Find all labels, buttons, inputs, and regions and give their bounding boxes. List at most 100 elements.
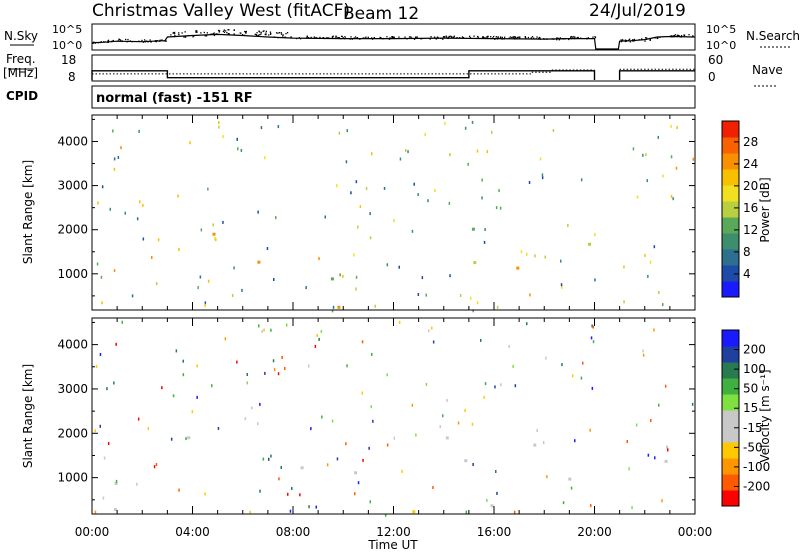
cpid-label: CPID [6,89,38,103]
velocity-cell [115,479,118,483]
nsky-point [187,35,189,37]
nsky-point [513,36,515,38]
nsky-point [265,30,267,32]
colorbar-tick-label: 20 [743,179,758,193]
nsky-point [338,37,340,39]
power-ylabel: Slant Range [km] [21,160,35,264]
nsky-point [398,36,400,38]
velocity-cell [94,510,97,514]
power-cell [417,293,420,296]
velocity-cell [300,466,304,470]
velocity-cell [114,508,117,512]
velocity-cell [287,492,289,496]
velocity-cell [281,356,283,359]
colorbar-segment [722,426,739,443]
velocity-cell [172,394,175,398]
colorbar-tick-label: 8 [743,245,751,259]
nsky-point [256,32,258,34]
freq-label-line2: [MHz] [3,66,38,80]
nsky-point [362,37,364,39]
nsky-point [594,37,597,39]
nsky-point [200,32,202,34]
velocity-cell [490,504,494,508]
nsky-point [406,38,408,40]
nsky-point [644,40,646,42]
nsky-point [280,33,283,35]
nsky-point [296,37,298,40]
velocity-cell [153,465,156,469]
nsky-point [103,41,105,43]
velocity-cell [246,373,248,376]
power-cell [233,266,235,270]
nsky-point [415,36,417,38]
nsky-point [420,38,422,40]
nsky-point [531,36,534,38]
colorbar-segment [722,362,739,379]
power-cell [386,263,389,267]
power-marks [96,120,694,313]
nsky-point [277,37,279,39]
power-cell [398,265,400,269]
power-cell [526,252,528,256]
nsky-point [277,32,279,34]
colorbar-segment [722,265,739,282]
nsky-point [299,38,302,40]
power-cell [471,227,475,231]
nsky-point [482,36,484,38]
power-cell [218,121,220,125]
colorbar-segment [722,217,739,234]
nsky-point [516,38,518,40]
nsky-point [107,41,109,43]
nsky-point [216,33,218,35]
power-cell [476,149,479,153]
nsky-point [442,36,445,38]
velocity-cell [401,469,403,473]
velocity-cell [496,491,498,495]
power-cell [427,199,429,203]
velocity-cell [571,374,574,378]
nsky-point [233,33,235,35]
velocity-cell [642,353,645,357]
nsky-point [340,38,342,40]
nsky-point [212,33,214,35]
power-cell [544,255,546,259]
power-cell [405,149,407,152]
noise-panel: N.Sky 10^5 10^0 10^5 10^0 N.Search [4,23,800,52]
velocity-cell [580,376,583,380]
velocity-cell [546,475,548,479]
power-cell [481,196,483,200]
velocity-cell [170,437,173,441]
nsky-point [127,38,129,41]
velocity-cell [315,505,317,509]
nsky-point [518,36,520,38]
nsky-point [638,39,640,41]
power-cell [231,294,234,297]
power-cell [658,291,660,294]
velocity-cell [432,486,434,489]
nsky-point [497,36,500,38]
velocity-cell [369,500,371,504]
nsky-point [328,37,330,39]
power-cell [330,277,334,281]
nsky-point [546,38,548,40]
velocity-cell [268,457,270,461]
nsky-point [256,35,258,37]
velocity-cell [471,422,474,426]
nsky-point [282,35,284,37]
nsky-point [97,42,99,44]
nsky-point [144,41,146,43]
nsky-point [126,41,128,43]
power-cell [467,162,469,166]
power-cell [662,303,664,307]
nsky-point [429,38,431,40]
velocity-cell [591,324,593,328]
velocity-cell [175,349,178,353]
velocity-cell [308,364,310,368]
nsky-point [533,37,535,39]
nsky-point [622,39,624,41]
nsky-point [213,32,215,34]
nsky-point [258,30,260,32]
nsky-point [173,35,176,38]
nsky-point [284,36,286,38]
nsky-point [326,37,328,39]
